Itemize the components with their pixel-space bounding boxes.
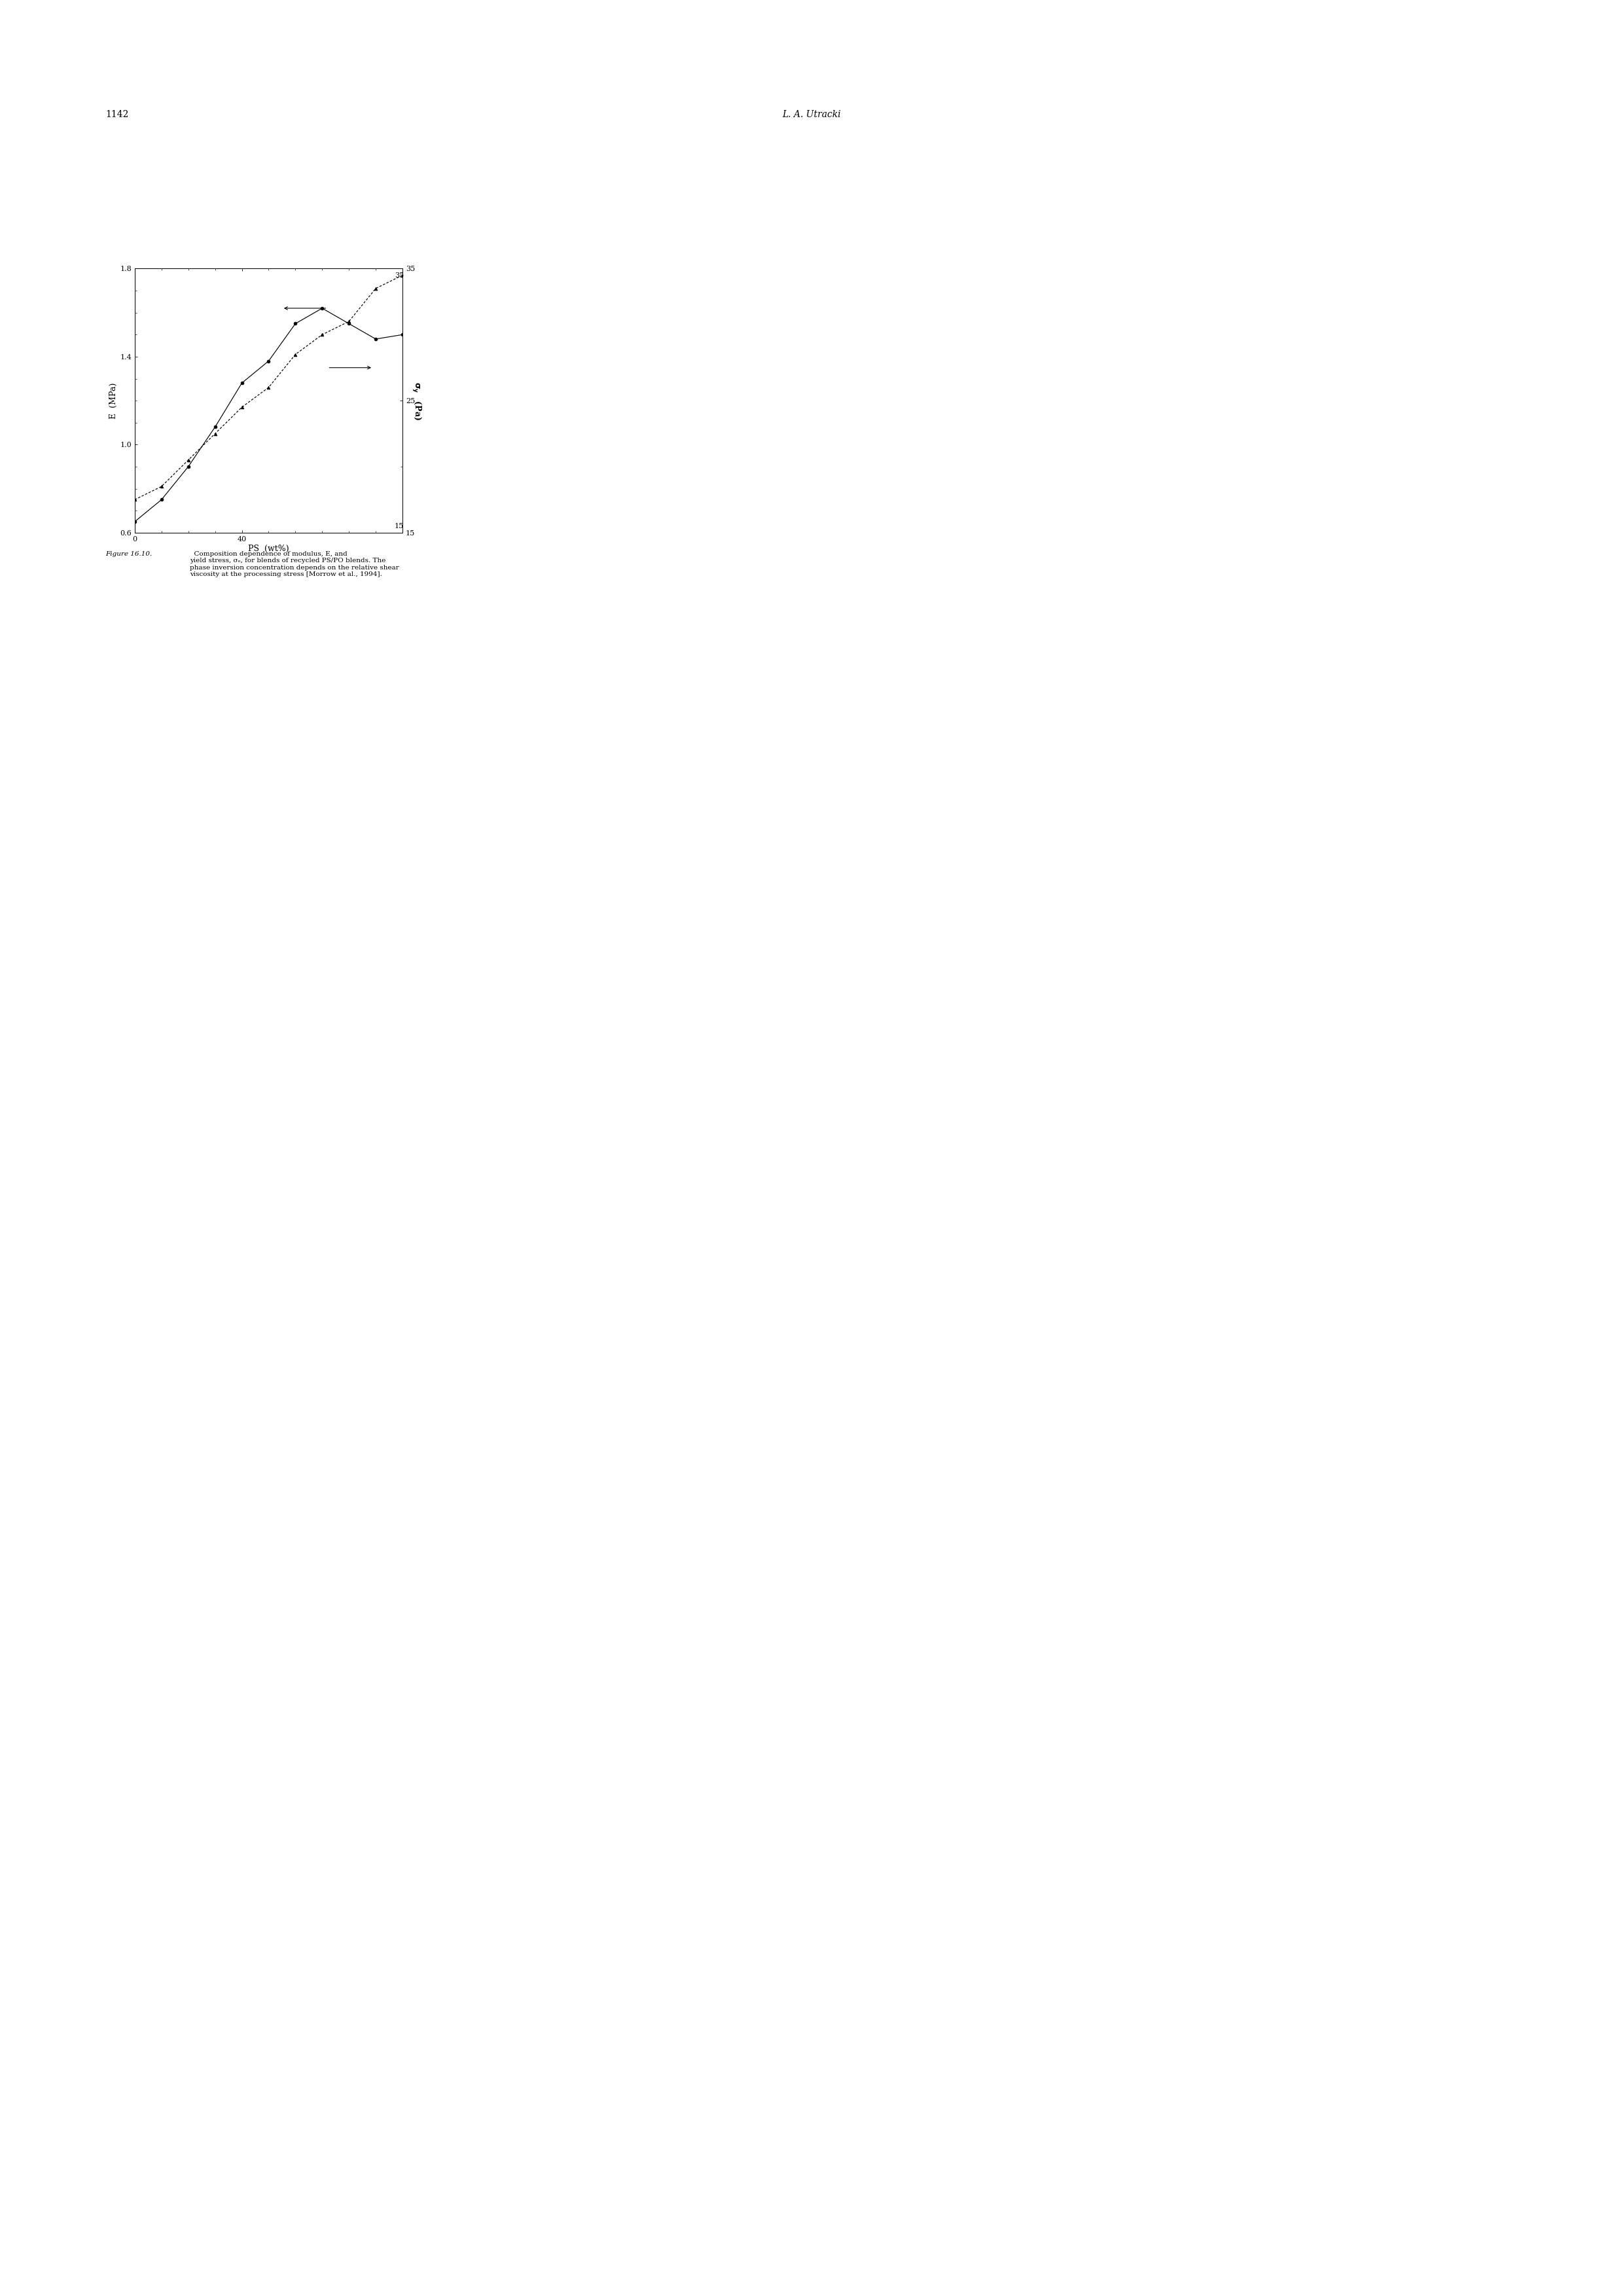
Y-axis label: $\mathbf{\sigma_y}$   (Pa): $\mathbf{\sigma_y}$ (Pa) — [411, 381, 422, 420]
X-axis label: PS  (wt%): PS (wt%) — [248, 544, 289, 553]
Text: L. A. Utracki: L. A. Utracki — [782, 110, 841, 119]
Y-axis label: E  (MPa): E (MPa) — [110, 383, 118, 418]
Text: 15: 15 — [394, 523, 404, 530]
Text: Composition dependence of modulus, E, and
yield stress, σₑ, for blends of recycl: Composition dependence of modulus, E, an… — [190, 551, 399, 576]
Text: Figure 16.10.: Figure 16.10. — [105, 551, 153, 558]
Text: 35: 35 — [394, 271, 404, 278]
Text: 1142: 1142 — [105, 110, 128, 119]
